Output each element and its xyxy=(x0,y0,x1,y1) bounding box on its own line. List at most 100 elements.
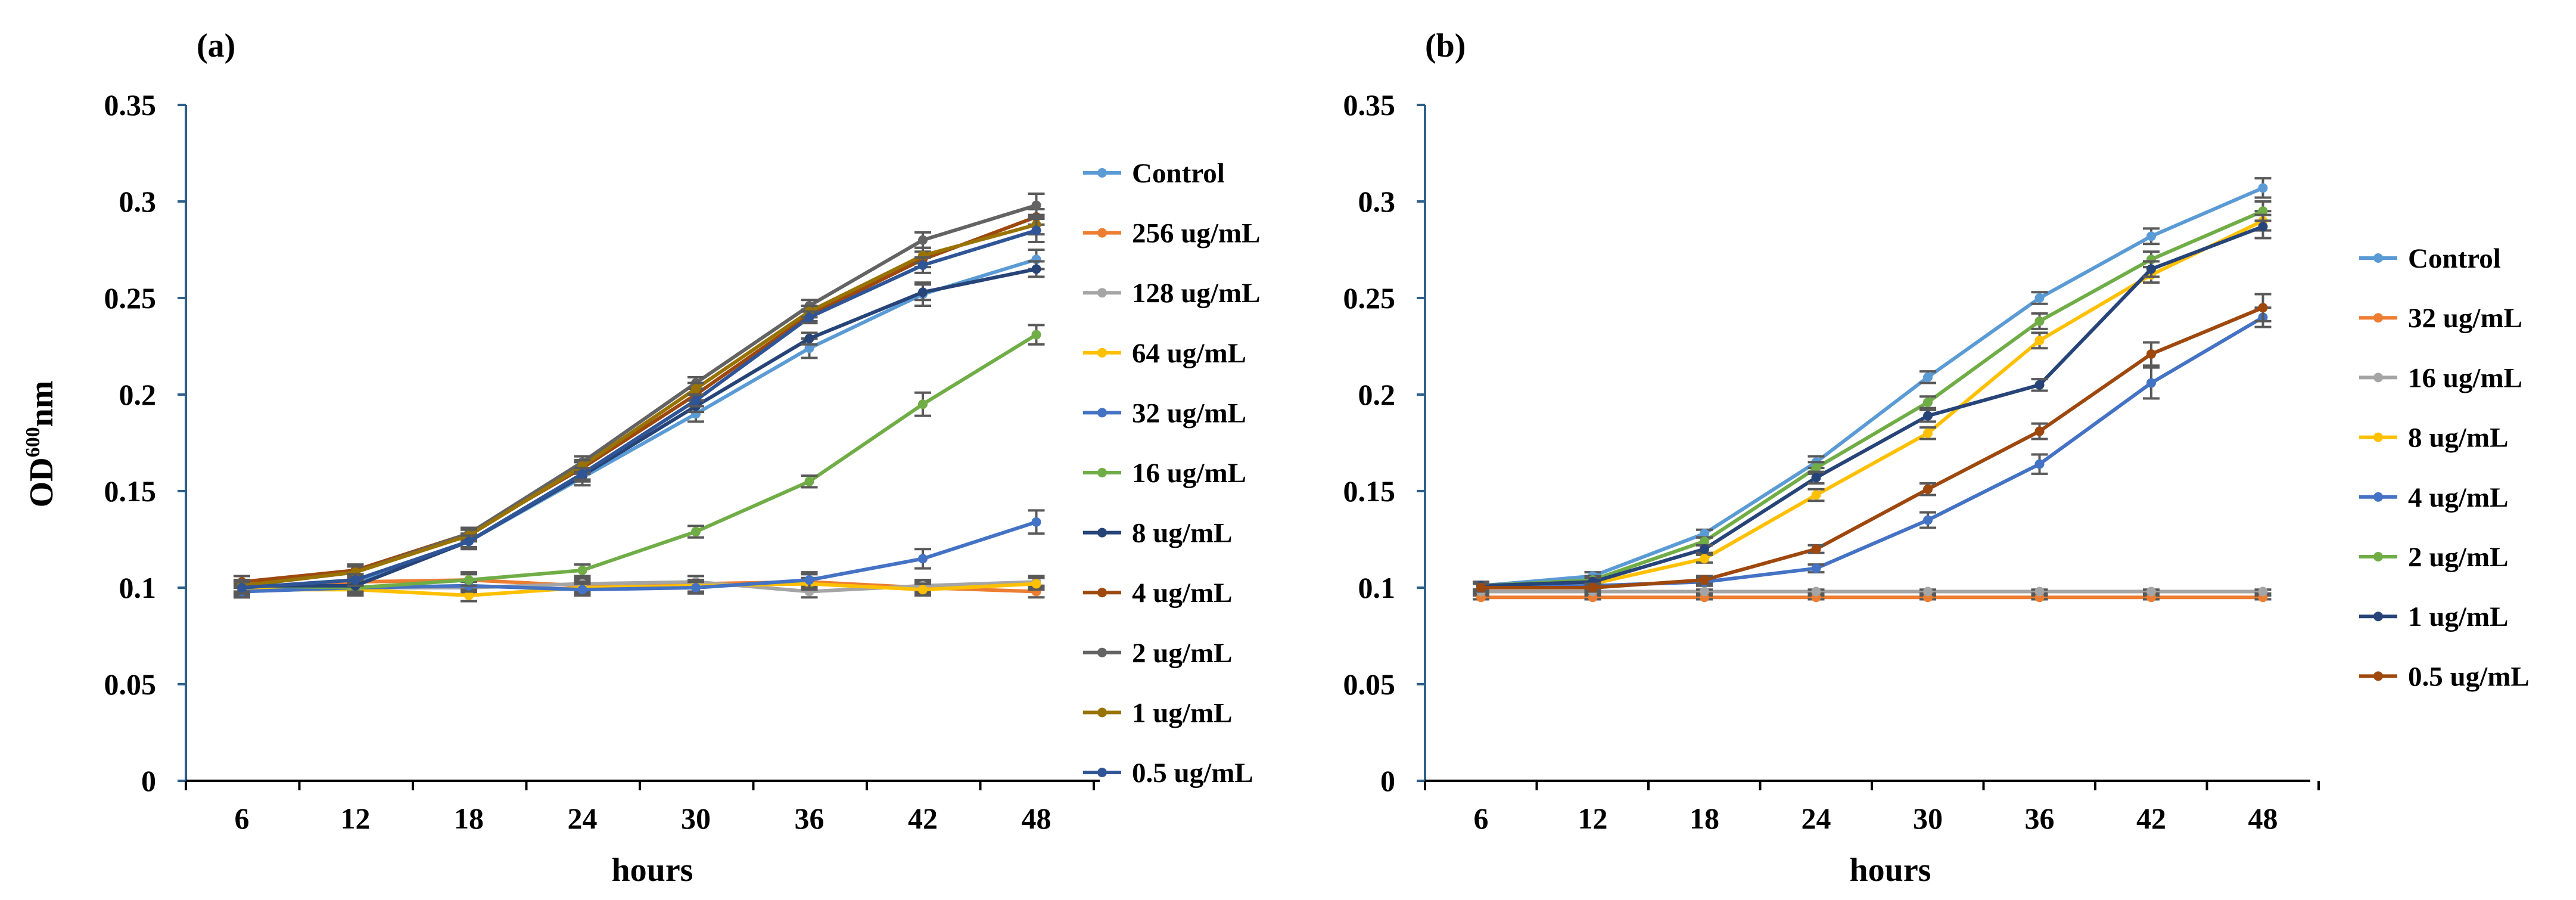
legend-item-a-10: 0.5 ug/mL xyxy=(1083,758,1253,789)
data-point xyxy=(918,585,928,595)
legend-label: 2 ug/mL xyxy=(2408,542,2508,573)
legend-label: Control xyxy=(1132,158,1225,189)
legend-label: 4 ug/mL xyxy=(2408,482,2508,513)
data-point xyxy=(1031,330,1041,340)
data-point xyxy=(804,575,814,585)
x-tick-label-a: 48 xyxy=(1022,802,1051,835)
x-tick-label-a: 18 xyxy=(454,802,484,835)
y-tick-label-a: 0.3 xyxy=(119,185,157,218)
data-point xyxy=(804,312,814,322)
legend-label: 1 ug/mL xyxy=(1132,697,1232,728)
data-point xyxy=(1811,563,1821,573)
legend-swatch-marker xyxy=(1097,408,1107,418)
legend-swatch-marker xyxy=(1097,647,1107,657)
series-line xyxy=(242,582,1037,597)
data-point xyxy=(2258,222,2268,232)
legend-swatch-marker xyxy=(1097,347,1107,358)
legend-label: 1 ug/mL xyxy=(2408,601,2508,632)
data-point xyxy=(2258,586,2268,597)
data-point xyxy=(691,395,701,405)
data-point xyxy=(1923,428,1933,438)
series-line xyxy=(1481,306,2264,589)
data-point xyxy=(1811,463,1821,473)
x-tick-label-a: 6 xyxy=(235,802,250,835)
data-point xyxy=(1700,529,1709,539)
data-point xyxy=(2146,378,2156,388)
y-tick-label-b: 0.35 xyxy=(1343,88,1396,122)
data-point xyxy=(2034,426,2045,436)
series-line xyxy=(242,267,1037,588)
legend-swatch-marker xyxy=(2373,313,2383,323)
data-point xyxy=(2034,293,2045,303)
legend-swatch-marker xyxy=(1097,588,1107,598)
legend-label: 128 ug/mL xyxy=(1132,278,1260,309)
series-line xyxy=(241,228,1037,589)
legend-label: 8 ug/mL xyxy=(1132,518,1232,549)
y-tick-label-a: 0.1 xyxy=(119,571,157,604)
legend-item-a-0: Control xyxy=(1083,158,1225,189)
data-point xyxy=(1031,200,1041,210)
data-point xyxy=(1923,372,1933,382)
y-tick-label-b: 0.3 xyxy=(1358,185,1396,218)
legend-swatch-marker xyxy=(1097,168,1107,178)
y-axis-title-unit: nm xyxy=(23,381,60,427)
legend-swatch-marker xyxy=(1097,228,1107,238)
y-tick-label-b: 0.15 xyxy=(1343,474,1396,508)
data-point xyxy=(1811,586,1821,597)
data-point xyxy=(1923,397,1933,407)
series-b-7 xyxy=(1473,293,2272,593)
x-tick-label-a: 30 xyxy=(681,802,711,835)
data-point xyxy=(691,384,701,394)
x-tick-label-b: 42 xyxy=(2136,802,2166,835)
data-point xyxy=(1031,264,1041,274)
data-point xyxy=(2146,586,2156,597)
legend-item-a-4: 32 ug/mL xyxy=(1083,398,1246,429)
data-point xyxy=(1700,586,1709,597)
data-point xyxy=(2146,231,2156,241)
legend-label: 16 ug/mL xyxy=(2408,362,2522,393)
legend-swatch-marker xyxy=(2373,671,2383,681)
panel-label-b: (b) xyxy=(1425,27,1466,64)
x-tick-label-a: 24 xyxy=(568,802,598,835)
legend-item-b-6: 1 ug/mL xyxy=(2359,601,2508,632)
data-point xyxy=(1700,536,1709,547)
series-line xyxy=(241,222,1037,588)
legend-item-b-2: 16 ug/mL xyxy=(2359,362,2522,393)
y-axis-title-main: OD xyxy=(23,457,60,507)
legend-item-a-6: 8 ug/mL xyxy=(1083,518,1232,549)
data-point xyxy=(1923,411,1933,421)
data-point xyxy=(2034,380,2045,390)
data-point xyxy=(691,583,701,592)
y-tick-label-a: 0.15 xyxy=(104,474,157,508)
legend-item-a-1: 256 ug/mL xyxy=(1083,218,1260,249)
chart-panel-a: (a) hours 0 0.05 0.1 0.15 0.2 0.25 0.3 0.35 6 12 1… xyxy=(104,27,1261,889)
legend-item-b-0: Control xyxy=(2359,243,2501,274)
data-point xyxy=(2034,586,2045,597)
x-axis-title-a: hours xyxy=(612,852,693,889)
legend-label: 32 ug/mL xyxy=(1132,398,1246,429)
legend-item-b-1: 32 ug/mL xyxy=(2359,303,2522,334)
data-point xyxy=(1700,544,1709,554)
data-point xyxy=(2258,183,2268,193)
legend-label: 16 ug/mL xyxy=(1132,458,1246,489)
data-point xyxy=(1031,517,1041,527)
data-point xyxy=(918,399,928,409)
x-tick-label-b: 30 xyxy=(1913,802,1943,835)
y-tick-label-a: 0.05 xyxy=(104,668,157,701)
legend-swatch-marker xyxy=(1097,288,1107,298)
data-point xyxy=(804,334,814,344)
y-tick-label-b: 0.1 xyxy=(1358,571,1396,604)
y-tick-label-b: 0.05 xyxy=(1343,668,1396,701)
x-axis-title-b: hours xyxy=(1850,852,1931,889)
data-point xyxy=(464,590,474,600)
data-point xyxy=(237,583,247,592)
legend-label: 64 ug/mL xyxy=(1132,338,1246,369)
data-point xyxy=(1811,544,1821,554)
legend-swatch-marker xyxy=(2373,373,2383,383)
legend-swatch-marker xyxy=(2373,253,2383,263)
chart-panel-b: (b) hours 0 0.05 0.1 0.15 0.2 0.25 0.3 0.35 6 12 1… xyxy=(1343,27,2530,889)
x-tick-label-b: 6 xyxy=(1474,802,1489,835)
data-point xyxy=(1031,579,1041,589)
y-tick-label-a: 0.35 xyxy=(104,88,157,122)
data-point xyxy=(350,575,360,585)
